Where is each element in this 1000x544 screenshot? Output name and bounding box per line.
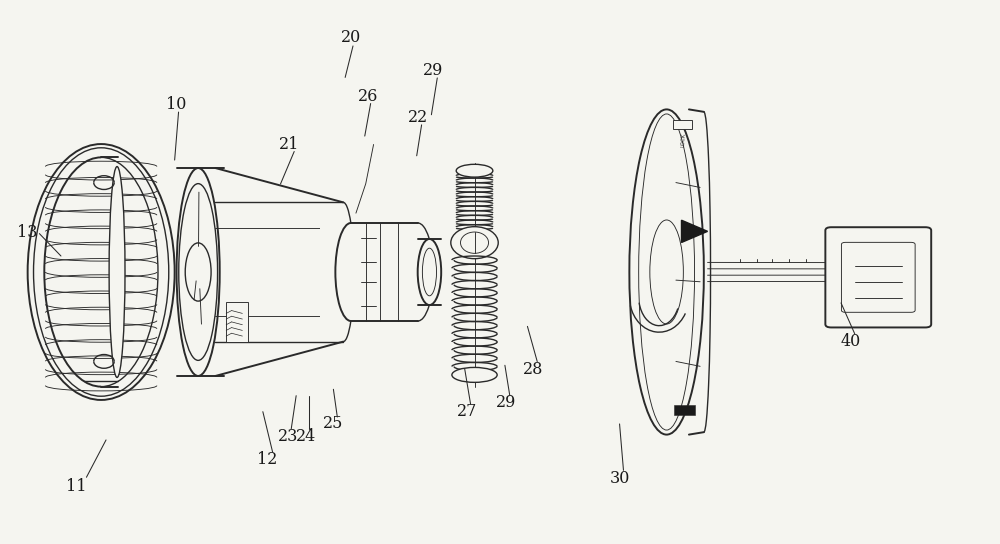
Text: 23: 23 xyxy=(278,428,299,444)
Bar xyxy=(226,301,248,342)
Ellipse shape xyxy=(38,154,164,390)
Text: 27: 27 xyxy=(456,403,477,420)
Text: 21: 21 xyxy=(279,135,299,152)
Text: 40: 40 xyxy=(841,333,861,350)
Bar xyxy=(629,109,704,435)
Text: 28: 28 xyxy=(523,361,544,378)
Text: LOCK: LOCK xyxy=(681,133,687,147)
Ellipse shape xyxy=(452,367,497,382)
Text: 25: 25 xyxy=(323,416,344,432)
Text: 26: 26 xyxy=(358,88,378,104)
Text: 24: 24 xyxy=(296,428,316,444)
Ellipse shape xyxy=(451,227,498,259)
Text: 12: 12 xyxy=(257,451,277,468)
Bar xyxy=(674,405,695,415)
Text: 10: 10 xyxy=(166,96,187,113)
Ellipse shape xyxy=(177,168,220,376)
Text: 13: 13 xyxy=(17,224,38,240)
Ellipse shape xyxy=(620,104,714,440)
Bar xyxy=(44,157,158,387)
Text: 30: 30 xyxy=(609,471,630,487)
Text: 29: 29 xyxy=(496,394,516,411)
Ellipse shape xyxy=(418,239,441,305)
Bar xyxy=(187,168,241,376)
Text: 11: 11 xyxy=(66,478,87,495)
Text: 29: 29 xyxy=(423,62,444,79)
Bar xyxy=(320,223,445,321)
Bar xyxy=(673,120,692,129)
Ellipse shape xyxy=(109,166,125,378)
FancyBboxPatch shape xyxy=(825,227,931,327)
Ellipse shape xyxy=(456,164,493,177)
Ellipse shape xyxy=(185,243,211,301)
Text: 20: 20 xyxy=(341,29,361,46)
Polygon shape xyxy=(681,220,708,243)
Text: 22: 22 xyxy=(408,109,428,126)
